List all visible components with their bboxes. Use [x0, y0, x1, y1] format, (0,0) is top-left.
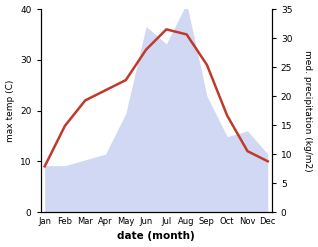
- Y-axis label: max temp (C): max temp (C): [5, 79, 15, 142]
- Y-axis label: med. precipitation (kg/m2): med. precipitation (kg/m2): [303, 50, 313, 171]
- X-axis label: date (month): date (month): [117, 231, 195, 242]
